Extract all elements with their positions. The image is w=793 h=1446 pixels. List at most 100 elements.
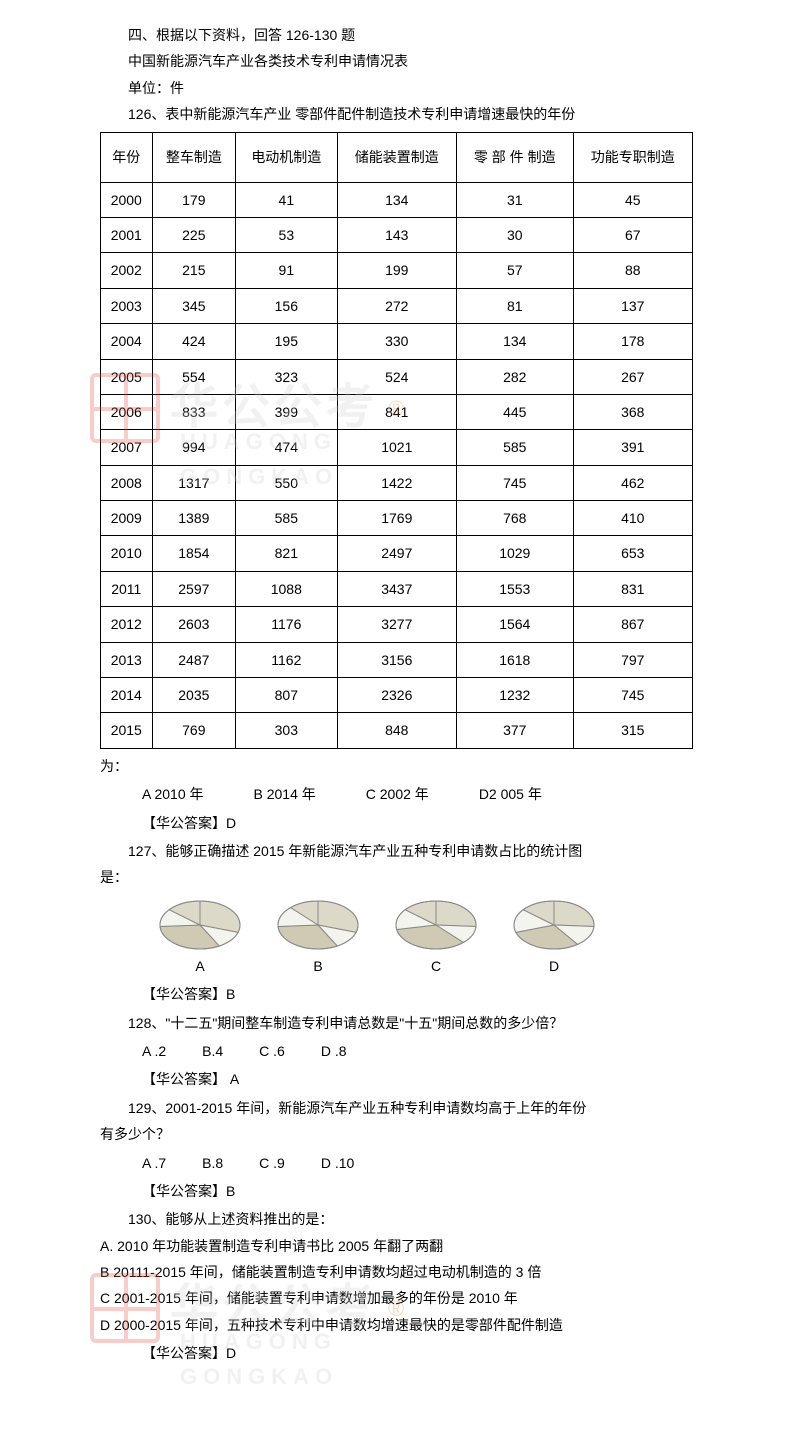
- table-cell: 2010: [101, 536, 153, 571]
- q126-optA: A 2010 年: [142, 783, 204, 805]
- table-cell: 462: [573, 465, 693, 500]
- table-cell: 841: [337, 394, 456, 429]
- q128-optA: A .2: [142, 1040, 166, 1062]
- table-cell: 524: [337, 359, 456, 394]
- table-cell: 424: [152, 324, 236, 359]
- table-cell: 1769: [337, 501, 456, 536]
- table-cell: 3277: [337, 607, 456, 642]
- table-unit: 单位：件: [100, 77, 693, 99]
- q128-optB: B.4: [202, 1040, 223, 1062]
- table-cell: 41: [236, 182, 337, 217]
- table-cell: 267: [573, 359, 693, 394]
- table-row: 20132487116231561618797: [101, 642, 693, 677]
- table-cell: 315: [573, 713, 693, 748]
- q127-pie-row: [156, 899, 693, 951]
- pie-option: [392, 899, 480, 951]
- table-row: 20079944741021585391: [101, 430, 693, 465]
- pie-option: [274, 899, 362, 951]
- patent-table: 年份整车制造电动机制造储能装置制造零 部 件 制造功能专职制造 20001794…: [100, 132, 693, 749]
- pie-label-D: D: [510, 955, 598, 977]
- table-cell: 1618: [457, 642, 573, 677]
- table-cell: 215: [152, 253, 236, 288]
- q126-options: A 2010 年 B 2014 年 C 2002 年 D2 005 年: [142, 783, 693, 805]
- table-cell: 1021: [337, 430, 456, 465]
- table-cell: 2326: [337, 678, 456, 713]
- q129-optC: C .9: [259, 1152, 285, 1174]
- table-cell: 2497: [337, 536, 456, 571]
- table-cell: 2000: [101, 182, 153, 217]
- q130-stem: 130、能够从上述资料推出的是：: [100, 1208, 693, 1230]
- q129-stem1: 129、2001-2015 年间，新能源汽车产业五种专利申请数均高于上年的年份: [100, 1097, 693, 1119]
- table-cell: 2008: [101, 465, 153, 500]
- q128-optD: D .8: [321, 1040, 347, 1062]
- q127-stem1: 127、能够正确描述 2015 年新能源汽车产业五种专利申请数占比的统计图: [100, 840, 693, 862]
- pie-label-B: B: [274, 955, 362, 977]
- q129-optA: A .7: [142, 1152, 166, 1174]
- table-cell: 2015: [101, 713, 153, 748]
- table-cell: 2001: [101, 217, 153, 252]
- table-cell: 831: [573, 571, 693, 606]
- table-cell: 31: [457, 182, 573, 217]
- q126-optB: B 2014 年: [254, 783, 316, 805]
- table-cell: 2007: [101, 430, 153, 465]
- table-cell: 1317: [152, 465, 236, 500]
- q130-optA: A. 2010 年功能装置制造专利申请书比 2005 年翻了两翻: [100, 1235, 693, 1257]
- pie-chart-icon: [276, 899, 360, 951]
- q128-options: A .2 B.4 C .6 D .8: [142, 1040, 693, 1062]
- table-header-cell: 储能装置制造: [337, 132, 456, 182]
- table-cell: 585: [236, 501, 337, 536]
- table-cell: 195: [236, 324, 337, 359]
- table-cell: 1029: [457, 536, 573, 571]
- table-cell: 323: [236, 359, 337, 394]
- table-cell: 2005: [101, 359, 153, 394]
- table-row: 200813175501422745462: [101, 465, 693, 500]
- q126-stem: 126、表中新能源汽车产业 零部件配件制造技术专利申请增速最快的年份: [100, 103, 693, 125]
- table-row: 2004424195330134178: [101, 324, 693, 359]
- q127-stem2: 是：: [100, 866, 693, 888]
- table-row: 2000179411343145: [101, 182, 693, 217]
- table-cell: 2006: [101, 394, 153, 429]
- table-cell: 303: [236, 713, 337, 748]
- pie-chart-icon: [158, 899, 242, 951]
- table-header-cell: 整车制造: [152, 132, 236, 182]
- pie-label-C: C: [392, 955, 480, 977]
- table-row: 2015769303848377315: [101, 713, 693, 748]
- q129-optD: D .10: [321, 1152, 354, 1174]
- table-cell: 391: [573, 430, 693, 465]
- table-cell: 769: [152, 713, 236, 748]
- table-cell: 45: [573, 182, 693, 217]
- table-cell: 768: [457, 501, 573, 536]
- table-cell: 272: [337, 288, 456, 323]
- table-cell: 399: [236, 394, 337, 429]
- table-cell: 81: [457, 288, 573, 323]
- table-cell: 2012: [101, 607, 153, 642]
- pie-label-A: A: [156, 955, 244, 977]
- table-cell: 377: [457, 713, 573, 748]
- table-cell: 2603: [152, 607, 236, 642]
- table-cell: 1088: [236, 571, 337, 606]
- q128-stem: 128、"十二五"期间整车制造专利申请总数是"十五"期间总数的多少倍？: [100, 1012, 693, 1034]
- q128-answer: 【华公答案】 A: [142, 1068, 693, 1090]
- table-cell: 550: [236, 465, 337, 500]
- table-cell: 179: [152, 182, 236, 217]
- pie-chart-icon: [512, 899, 596, 951]
- q129-stem2: 有多少个？: [100, 1123, 693, 1145]
- q128-optC: C .6: [259, 1040, 285, 1062]
- table-row: 200334515627281137: [101, 288, 693, 323]
- pie-option: [156, 899, 244, 951]
- pie-chart-icon: [394, 899, 478, 951]
- table-cell: 143: [337, 217, 456, 252]
- table-cell: 67: [573, 217, 693, 252]
- q130-optB: B 20111-2015 年间，储能装置制造专利申请数均超过电动机制造的 3 倍: [100, 1261, 693, 1283]
- table-row: 2001225531433067: [101, 217, 693, 252]
- table-cell: 345: [152, 288, 236, 323]
- pie-option: [510, 899, 598, 951]
- table-cell: 225: [152, 217, 236, 252]
- table-cell: 2597: [152, 571, 236, 606]
- table-row: 20122603117632771564867: [101, 607, 693, 642]
- table-row: 2005554323524282267: [101, 359, 693, 394]
- table-cell: 554: [152, 359, 236, 394]
- table-cell: 994: [152, 430, 236, 465]
- table-row: 2006833399841445368: [101, 394, 693, 429]
- table-row: 2002215911995788: [101, 253, 693, 288]
